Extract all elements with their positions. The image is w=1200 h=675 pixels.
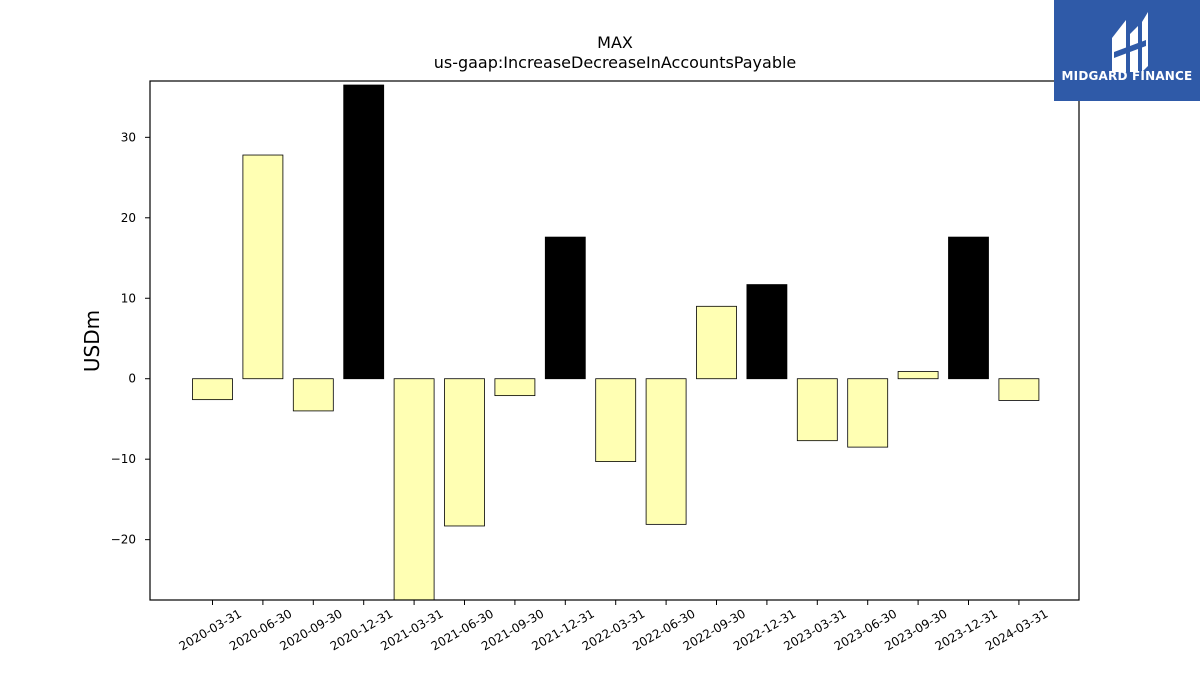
y-tick-label: 0 [128,372,136,386]
bar-2020-06-30 [242,154,284,380]
midgard-logo-icon [1112,12,1148,72]
bar-2020-12-31 [343,84,385,380]
bar-2024-03-31 [998,378,1040,401]
bar-2023-09-30 [897,371,939,380]
bar-2022-12-31 [746,284,788,380]
bar-2021-12-31 [544,236,586,380]
bar-2021-06-30 [444,378,485,527]
logo-text: MIDGARD FINANCE [1061,69,1193,83]
x-axis-ticks: 2020-03-312020-06-302020-09-302020-12-31… [177,600,1050,653]
bar-2022-03-31 [595,378,637,462]
bar-2023-12-31 [948,236,989,380]
bars-group [192,84,1040,601]
bar-2021-03-31 [393,378,435,601]
bar-2023-03-31 [796,378,838,442]
bar-2022-09-30 [696,305,737,380]
y-tick-label: 20 [121,211,136,225]
bar-2020-09-30 [292,378,334,412]
y-tick-label: −10 [111,452,136,466]
y-axis-label: USDm [80,310,104,372]
y-tick-label: 10 [121,291,136,305]
bar-2020-03-31 [192,378,233,401]
y-tick-label: 30 [121,130,136,144]
bar-2021-09-30 [494,378,536,397]
bar-2023-06-30 [847,378,889,448]
chart-subtitle: us-gaap:IncreaseDecreaseInAccountsPayabl… [434,53,797,72]
plot-frame [149,80,1080,601]
chart-title: MAX [597,33,633,52]
y-tick-label: −20 [111,533,136,547]
midgard-finance-logo: MIDGARD FINANCE [1054,0,1200,101]
bar-2022-06-30 [645,378,687,525]
y-axis-ticks: −20 −10 0 10 20 30 [111,130,150,547]
